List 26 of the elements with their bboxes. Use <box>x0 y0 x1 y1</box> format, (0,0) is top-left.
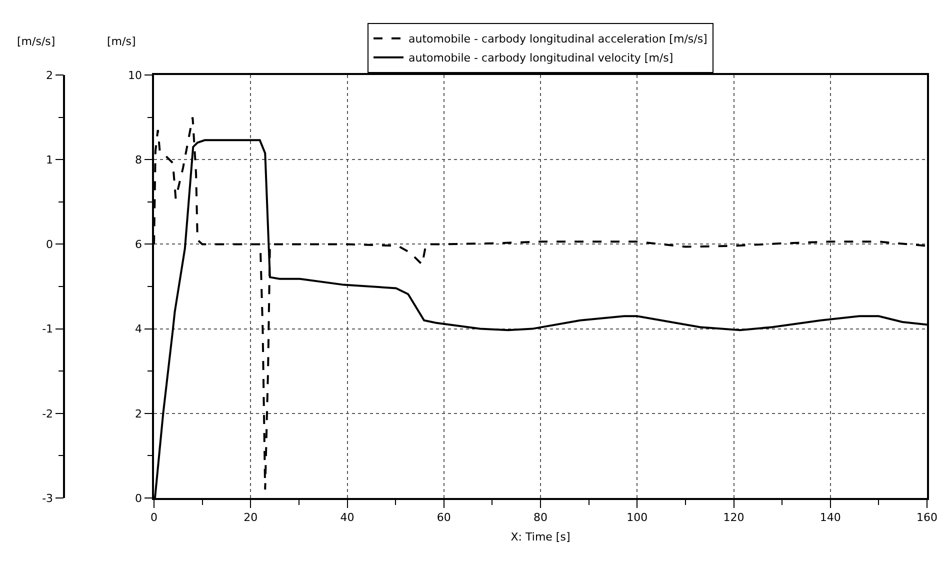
y-tick-label: 10 <box>128 68 142 82</box>
legend-label: automobile - carbody longitudinal velocity [m/s] <box>408 52 674 65</box>
x-tick-label: 120 <box>723 510 744 524</box>
x-tick-label: 0 <box>150 510 158 524</box>
y-axis-title: [m/s] <box>107 35 136 48</box>
y-tick-label: 2 <box>135 407 142 420</box>
x-axis-title: X: Time [s] <box>510 530 570 544</box>
x-tick-label: 140 <box>820 510 841 524</box>
y2-tick-label: -2 <box>42 407 54 420</box>
legend-label: automobile - carbody longitudinal acceleration [m/s/s] <box>408 32 708 46</box>
y2-tick-label: 0 <box>46 238 54 252</box>
x-tick-label: 40 <box>340 510 354 524</box>
y2-tick-label: -3 <box>42 492 54 505</box>
y2-tick-label: -1 <box>42 322 54 336</box>
x-tick-label: 80 <box>534 510 548 524</box>
x-tick-label: 20 <box>244 510 258 524</box>
y2-tick-label: 1 <box>46 153 54 166</box>
x-tick-label: 160 <box>916 510 938 524</box>
y2-axis-title: [m/s/s] <box>17 35 56 48</box>
y-tick-label: 6 <box>135 238 142 252</box>
y2-tick-label: 2 <box>46 68 54 82</box>
x-tick-label: 60 <box>436 510 451 524</box>
x-tick-label: 100 <box>626 510 648 524</box>
y-tick-label: 0 <box>135 492 142 505</box>
y-tick-label: 8 <box>135 153 142 166</box>
y-tick-label: 4 <box>135 322 142 336</box>
